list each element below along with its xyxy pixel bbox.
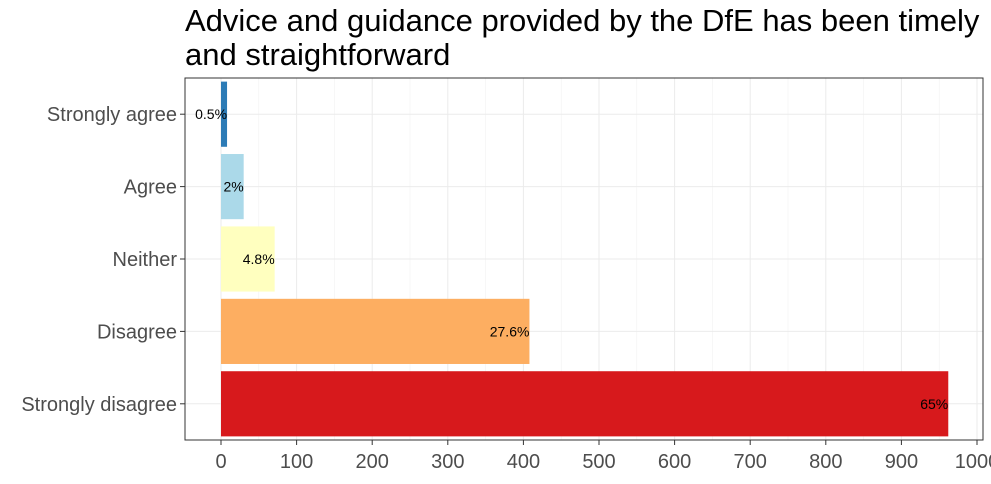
data-label: 4.8% [243,251,275,267]
bar [221,154,244,220]
x-tick-label: 600 [658,451,691,473]
data-labels: 0.5% 2% 4.8% 27.6% 65% [195,106,948,412]
y-tick-label: Agree [124,177,177,199]
bar [221,81,228,147]
x-tick-label: 1000 [955,451,991,473]
x-tick-label: 100 [280,451,313,473]
x-tick-label: 500 [582,451,615,473]
x-tick-label: 200 [356,451,389,473]
bar [221,226,275,292]
y-axis: Strongly agree Agree Neither Disagree Strong… [21,104,185,416]
x-axis: 0 100 200 300 400 500 600 700 800 900 1000 [215,440,991,473]
x-tick-label: 900 [885,451,918,473]
data-label: 2% [223,179,243,195]
y-tick-label: Neither [113,249,178,271]
data-label: 65% [920,396,948,412]
x-tick-label: 300 [431,451,464,473]
data-label: 27.6% [490,323,530,339]
bar [221,371,949,437]
bars [221,81,949,437]
y-tick-label: Disagree [97,321,177,343]
x-tick-label: 400 [507,451,540,473]
x-tick-label: 0 [215,451,226,473]
x-tick-label: 800 [809,451,842,473]
y-tick-label: Strongly disagree [21,394,177,416]
bar [221,298,530,364]
data-label: 0.5% [195,106,227,122]
y-tick-label: Strongly agree [47,104,177,126]
chart-title: Advice and guidance provided by the DfE … [185,3,980,72]
x-tick-label: 700 [734,451,767,473]
